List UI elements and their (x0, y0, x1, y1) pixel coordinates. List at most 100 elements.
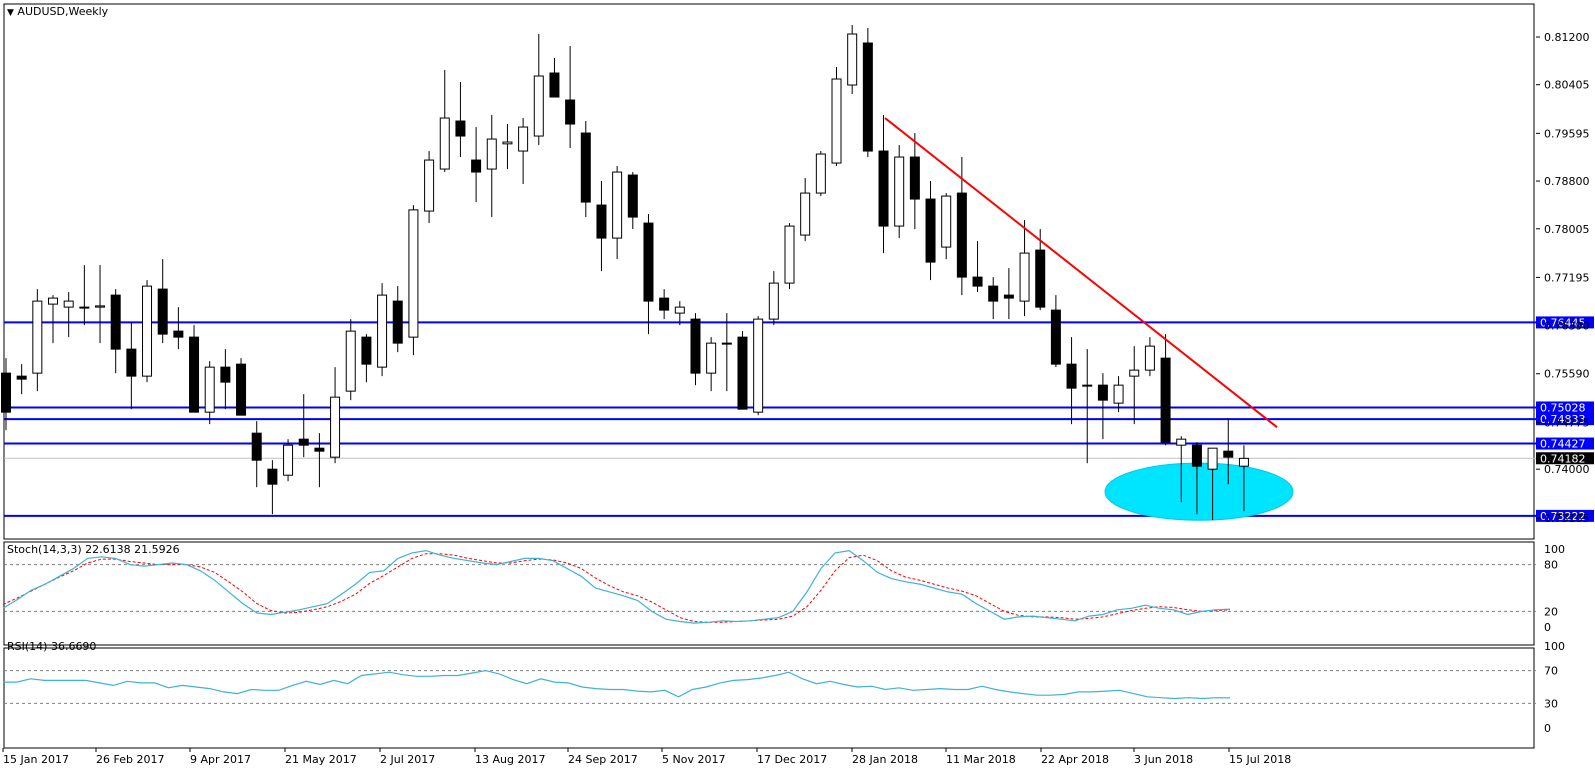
candle-bearish (643, 222, 654, 302)
rsi-indicator: 100 70 30 0 (3, 640, 1565, 735)
candle-bearish (972, 276, 983, 287)
candle-bearish (1050, 309, 1061, 365)
candle-bearish (1, 372, 11, 413)
candle-bullish (1129, 369, 1140, 377)
candle-bullish (1238, 457, 1249, 467)
level-price-box (1536, 316, 1594, 329)
level-price-label: 0.76445 (1540, 316, 1586, 329)
stoch-level-label: 80 (1544, 559, 1558, 572)
candle-bearish (549, 72, 560, 98)
candle-bullish (63, 300, 74, 308)
time-tick-label: 11 Mar 2018 (946, 753, 1016, 766)
candle-bearish (1160, 357, 1171, 443)
candle-bullish (815, 153, 826, 194)
candle-bullish (345, 330, 356, 392)
candle-bearish (251, 432, 262, 461)
time-tick-label: 24 Sep 2017 (568, 753, 638, 766)
time-tick-label: 3 Jun 2018 (1134, 753, 1193, 766)
symbol-dropdown[interactable]: ▼ AUDUSD,Weekly (7, 5, 108, 18)
candle-bearish (659, 297, 670, 311)
candle-bullish (721, 342, 732, 345)
candle-bearish (627, 174, 638, 218)
candle-bullish (486, 138, 497, 170)
stoch-level-label: 100 (1544, 543, 1565, 556)
price-panel-frame (3, 3, 1535, 540)
rsi-panel-frame (3, 647, 1535, 749)
candle-bearish (361, 336, 372, 365)
time-tick-label: 13 Aug 2017 (475, 753, 545, 766)
candle-bullish (1113, 384, 1124, 404)
candle-bullish (941, 195, 952, 248)
candle-bullish (768, 282, 779, 320)
candle-bullish (1207, 447, 1218, 470)
price-tick-label: 0.73185 (1544, 512, 1590, 525)
rsi-level-label: 70 (1544, 665, 1558, 678)
candle-bearish (878, 150, 889, 227)
candle-bearish (173, 330, 184, 338)
candle-bearish (988, 285, 999, 302)
candle-bearish (110, 294, 121, 350)
time-tick-label: 22 Apr 2018 (1041, 753, 1109, 766)
candle-bullish (32, 300, 43, 374)
candle-bearish (1066, 363, 1077, 389)
price-tick-label: 0.78005 (1544, 223, 1590, 236)
stoch-label: Stoch(14,3,3) 22.6138 21.5926 (7, 543, 180, 556)
candle-bearish (471, 159, 482, 173)
level-price-box (1536, 401, 1594, 414)
candle-bearish (392, 300, 403, 344)
candle-bearish (220, 366, 231, 383)
time-tick-label: 2 Jul 2017 (380, 753, 435, 766)
candle-bullish (612, 171, 623, 239)
candle-bearish (596, 204, 607, 239)
current-price-box (1536, 452, 1594, 465)
candle-bullish (847, 33, 858, 86)
candle-bearish (455, 120, 466, 137)
time-tick-label: 5 Nov 2017 (662, 753, 725, 766)
rsi-level-label: 30 (1544, 697, 1558, 710)
level-price-label: 0.75028 (1540, 401, 1586, 414)
price-tick-label: 0.77195 (1544, 271, 1590, 284)
rsi-level-label: 0 (1544, 722, 1551, 735)
trendline-line (884, 117, 1278, 428)
price-axis: 0.81200 0.80405 0.79595 0.78800 0.78005 0.771… (1536, 31, 1590, 525)
price-tick-label: 0.78800 (1544, 175, 1590, 188)
candle-bullish (408, 209, 419, 338)
candle-bearish (580, 132, 591, 203)
candle-bearish (1003, 294, 1014, 299)
time-tick-label: 28 Jan 2018 (852, 753, 918, 766)
candle-bullish (1082, 384, 1093, 387)
candle-bearish (565, 99, 576, 125)
level-price-box (1536, 413, 1594, 426)
candle-bullish (95, 305, 106, 308)
time-tick-label: 26 Feb 2017 (96, 753, 164, 766)
time-tick-label: 15 Jul 2018 (1229, 753, 1291, 766)
trendline (884, 117, 1278, 428)
candle-bullish (142, 285, 153, 377)
candle-bullish (800, 192, 811, 236)
candle-bullish (831, 78, 842, 164)
candle-bearish (925, 198, 936, 263)
level-price-box (1536, 509, 1594, 522)
price-tick-label: 0.79595 (1544, 127, 1590, 140)
candle-bullish (48, 297, 59, 305)
stoch-panel-frame (3, 541, 1535, 646)
rsi-line (3, 669, 1231, 700)
candle-bullish (79, 306, 90, 309)
current-price-label: 0.74182 (1540, 452, 1586, 465)
level-price-label: 0.74427 (1540, 438, 1586, 451)
candle-bearish (956, 192, 967, 278)
candle-bearish (862, 42, 873, 152)
price-tick-label: 0.74000 (1544, 463, 1590, 476)
candle-bearish (126, 348, 137, 377)
highlight-zone (1104, 462, 1294, 521)
candle-bearish (267, 468, 278, 485)
candle-bullish (1019, 252, 1030, 302)
candle-bearish (1223, 450, 1234, 458)
price-tick-label: 0.76390 (1544, 320, 1590, 333)
time-axis: 15 Jan 2017 26 Feb 2017 9 Apr 2017 21 May 2… (2, 748, 1291, 766)
candle-bearish (298, 438, 309, 446)
time-tick-label: 17 Dec 2017 (757, 753, 827, 766)
candle-bearish (16, 375, 27, 380)
candle-bearish (737, 336, 748, 410)
